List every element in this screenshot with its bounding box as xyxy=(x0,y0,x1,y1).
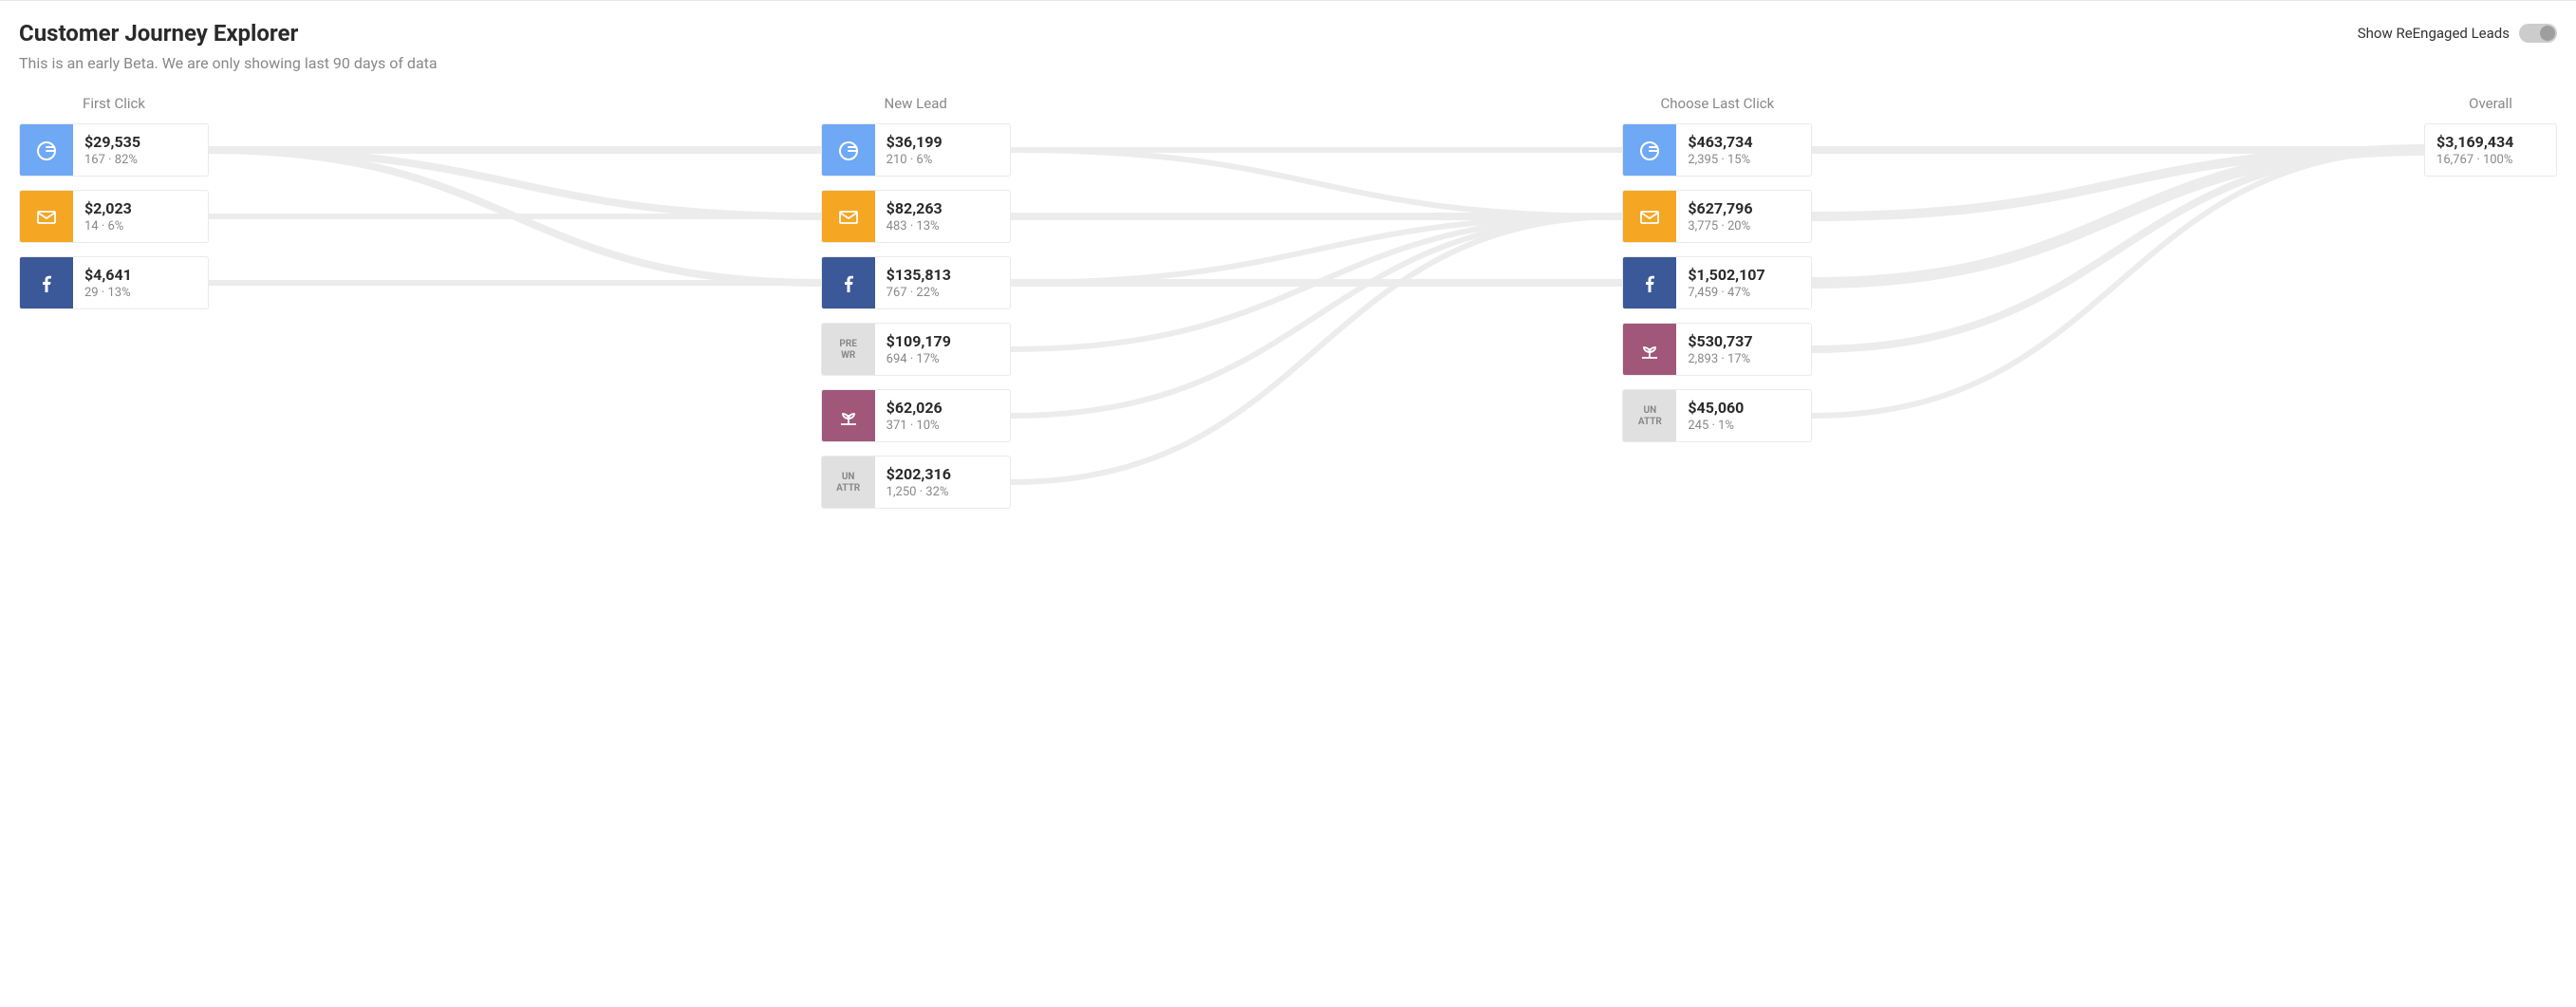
google-icon xyxy=(20,124,73,177)
journey-card-newlead-facebook[interactable]: $135,813 767 · 22% xyxy=(821,256,1011,309)
card-amount: $202,316 xyxy=(887,465,951,483)
google-icon xyxy=(1623,124,1676,177)
journey-card-last-facebook[interactable]: $1,502,107 7,459 · 47% xyxy=(1622,256,1812,309)
card-meta: 3,775 · 20% xyxy=(1688,219,1752,233)
prewr-icon: PRE WR xyxy=(822,324,875,376)
journey-card-newlead-organic[interactable]: $62,026 371 · 10% xyxy=(821,389,1011,442)
card-amount: $4,641 xyxy=(84,266,132,284)
card-amount: $62,026 xyxy=(887,399,943,417)
journey-card-newlead-unattr[interactable]: UN ATTR $202,316 1,250 · 32% xyxy=(821,456,1011,509)
journey-card-first-facebook[interactable]: $4,641 29 · 13% xyxy=(19,256,209,309)
stage-headers: First Click New Lead Choose Last Click O… xyxy=(19,95,2557,112)
card-amount: $530,737 xyxy=(1688,332,1752,350)
journey-card-newlead-email[interactable]: $82,263 483 · 13% xyxy=(821,190,1011,243)
card-meta: 167 · 82% xyxy=(84,153,140,167)
google-icon xyxy=(822,124,875,177)
overall-card[interactable]: $3,169,434 16,767 · 100% xyxy=(2424,123,2557,177)
card-meta: 767 · 22% xyxy=(887,286,951,300)
stage-header-newlead: New Lead xyxy=(821,95,1011,112)
column-new-lead: $36,199 210 · 6% $82,263 483 · 13% $135,813 7… xyxy=(821,123,1011,509)
card-meta: 1,250 · 32% xyxy=(887,485,951,499)
card-amount: $463,734 xyxy=(1688,133,1752,151)
unattr-icon: UN ATTR xyxy=(1623,390,1676,442)
card-meta: 245 · 1% xyxy=(1688,419,1744,433)
organic-icon xyxy=(822,390,875,442)
organic-icon xyxy=(1623,324,1676,376)
card-meta: 2,395 · 15% xyxy=(1688,153,1752,167)
journey-card-last-organic[interactable]: $530,737 2,893 · 17% xyxy=(1622,323,1812,376)
journey-card-last-google[interactable]: $463,734 2,395 · 15% xyxy=(1622,123,1812,177)
card-meta: 210 · 6% xyxy=(887,153,943,167)
page-subtitle: This is an early Beta. We are only showi… xyxy=(19,54,2557,72)
column-first-click: $29,535 167 · 82% $2,023 14 · 6% $4,641 29 · … xyxy=(19,123,209,509)
toggle-knob xyxy=(2540,26,2555,41)
card-meta: 7,459 · 47% xyxy=(1688,286,1764,300)
card-amount: $36,199 xyxy=(887,133,943,151)
journey-card-last-unattr[interactable]: UN ATTR $45,060 245 · 1% xyxy=(1622,389,1812,442)
card-meta: 694 · 17% xyxy=(887,352,951,366)
card-meta: 29 · 13% xyxy=(84,286,132,300)
overall-amount: $3,169,434 xyxy=(2436,133,2513,151)
card-amount: $627,796 xyxy=(1688,199,1752,217)
card-meta: 483 · 13% xyxy=(887,219,943,233)
card-amount: $135,813 xyxy=(887,266,951,284)
journey-card-first-google[interactable]: $29,535 167 · 82% xyxy=(19,123,209,177)
card-meta: 2,893 · 17% xyxy=(1688,352,1752,366)
journey-card-newlead-google[interactable]: $36,199 210 · 6% xyxy=(821,123,1011,177)
card-amount: $29,535 xyxy=(84,133,140,151)
reengaged-toggle-wrap: Show ReEngaged Leads xyxy=(2358,24,2557,43)
journey-card-first-email[interactable]: $2,023 14 · 6% xyxy=(19,190,209,243)
column-last-click: $463,734 2,395 · 15% $627,796 3,775 · 20% $1… xyxy=(1622,123,1812,509)
reengaged-toggle[interactable] xyxy=(2519,24,2557,43)
card-amount: $1,502,107 xyxy=(1688,266,1764,284)
card-meta: 14 · 6% xyxy=(84,219,132,233)
unattr-icon: UN ATTR xyxy=(822,457,875,509)
column-overall: $3,169,434 16,767 · 100% xyxy=(2424,123,2557,509)
reengaged-toggle-label: Show ReEngaged Leads xyxy=(2358,25,2510,42)
journey-card-last-email[interactable]: $627,796 3,775 · 20% xyxy=(1622,190,1812,243)
card-amount: $2,023 xyxy=(84,199,132,217)
facebook-icon xyxy=(20,257,73,309)
card-amount: $109,179 xyxy=(887,332,951,350)
card-amount: $45,060 xyxy=(1688,399,1744,417)
stage-header-first: First Click xyxy=(19,95,209,112)
card-amount: $82,263 xyxy=(887,199,943,217)
facebook-icon xyxy=(822,257,875,309)
email-icon xyxy=(20,191,73,243)
stage-header-overall: Overall xyxy=(2424,95,2557,112)
email-icon xyxy=(822,191,875,243)
page-title: Customer Journey Explorer xyxy=(19,20,298,47)
facebook-icon xyxy=(1623,257,1676,309)
journey-card-newlead-prewr[interactable]: PRE WR $109,179 694 · 17% xyxy=(821,323,1011,376)
card-meta: 371 · 10% xyxy=(887,419,943,433)
email-icon xyxy=(1623,191,1676,243)
overall-meta: 16,767 · 100% xyxy=(2436,153,2513,167)
stage-header-last[interactable]: Choose Last Click xyxy=(1622,95,1812,112)
